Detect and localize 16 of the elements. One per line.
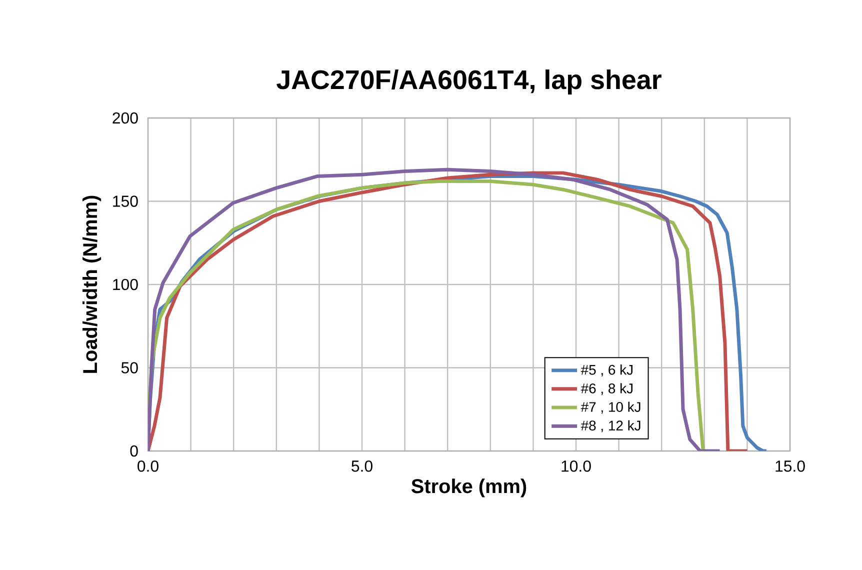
chart-title: JAC270F/AA6061T4, lap shear [276, 69, 662, 95]
legend-label: #8 , 12 kJ [580, 420, 640, 432]
x-axis-title: Stroke (mm) [411, 478, 526, 498]
y-tick-label: 100 [113, 278, 138, 290]
x-tick-label: 15.0 [776, 460, 805, 472]
y-tick-label: 50 [121, 362, 138, 374]
legend-label: #5 , 6 kJ [580, 364, 632, 376]
y-axis-title: Load/width (N/mm) [82, 196, 102, 373]
x-tick-label: 0.0 [138, 460, 158, 472]
y-tick-label: 200 [112, 112, 138, 124]
x-tick-label: 10.0 [562, 460, 591, 472]
y-tick-label: 150 [113, 196, 138, 207]
y-tick-label: 0 [130, 445, 138, 457]
legend-label: #6 , 8 kJ [580, 383, 632, 396]
x-tick-label: 5.0 [352, 460, 372, 472]
legend-label: #7 , 10 kJ [580, 402, 640, 414]
